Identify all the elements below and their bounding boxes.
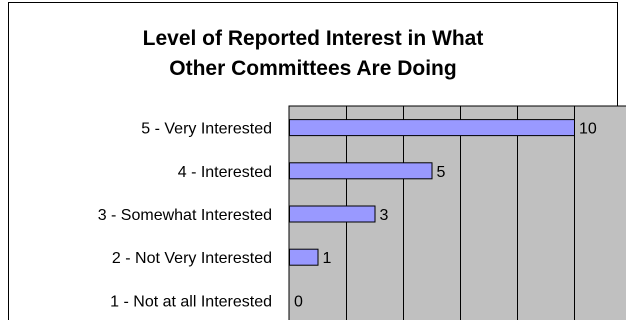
bar — [289, 119, 575, 137]
data-label: 1 — [323, 250, 332, 267]
category-label: 2 - Not Very Interested — [112, 250, 272, 267]
chart-title-line-2: Other Committees Are Doing — [169, 57, 457, 80]
data-label: 10 — [579, 121, 597, 138]
bar — [289, 162, 433, 180]
bar — [289, 205, 376, 223]
category-label: 3 - Somewhat Interested — [98, 207, 272, 224]
chart-title: Level of Reported Interest in What Other… — [8, 24, 618, 84]
category-label: 4 - Interested — [178, 164, 272, 181]
data-label: 5 — [437, 164, 446, 181]
category-label: 1 - Not at all Interested — [110, 293, 272, 310]
chart-title-line-1: Level of Reported Interest in What — [142, 27, 484, 50]
category-label: 5 - Very Interested — [141, 121, 272, 138]
data-label: 0 — [294, 293, 303, 310]
bar — [289, 248, 319, 266]
data-label: 3 — [380, 207, 389, 224]
